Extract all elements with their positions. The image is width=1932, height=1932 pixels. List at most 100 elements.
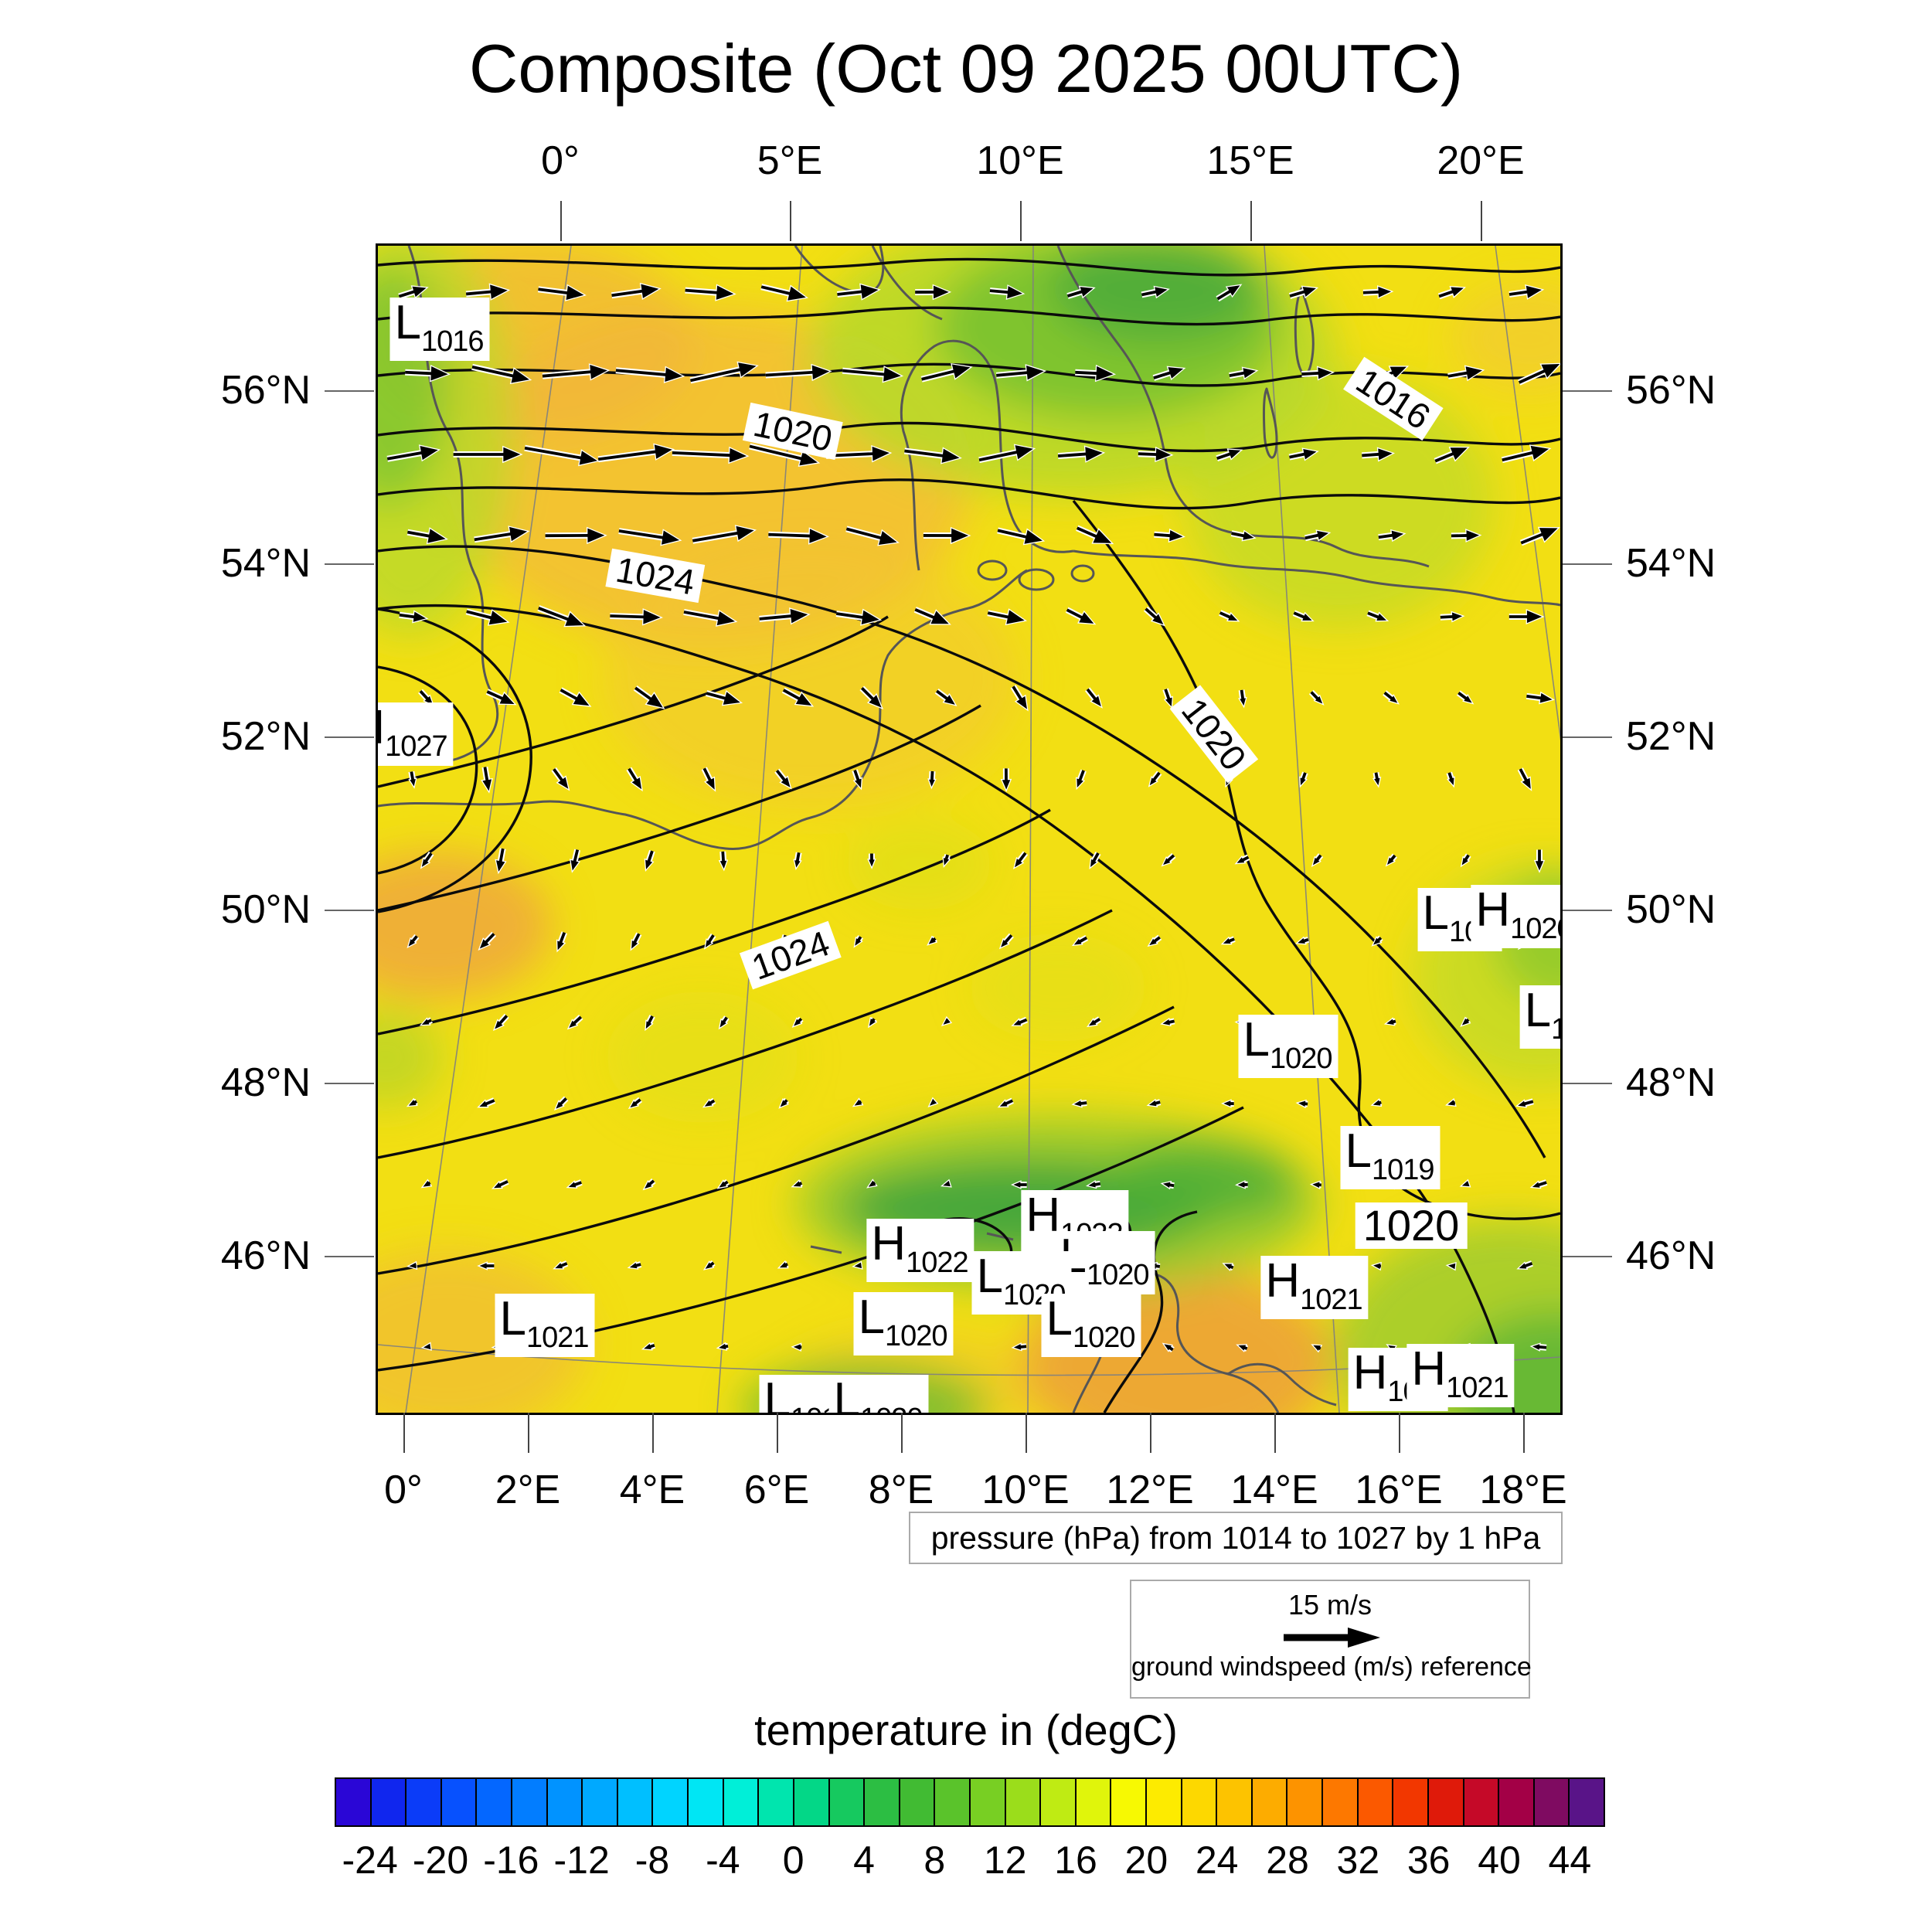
bottom-axis-label: 18°E (1479, 1468, 1567, 1512)
bottom-axis-label: 10°E (981, 1468, 1070, 1512)
colorbar-cell (1462, 1779, 1498, 1825)
colorbar-title: temperature in (degC) (754, 1706, 1178, 1754)
colorbar-cell (1532, 1779, 1569, 1825)
wind-vector-arrows (386, 282, 1560, 1353)
left-axis-label: 52°N (220, 714, 311, 759)
top-axis-tick (790, 201, 791, 241)
colorbar-cell (1568, 1779, 1604, 1825)
colorbar-tick-label: 4 (853, 1838, 875, 1882)
colorbar-cell (369, 1779, 406, 1825)
top-axis-tick (1481, 201, 1482, 241)
bottom-axis-tick (1150, 1413, 1151, 1453)
colorbar-cell (828, 1779, 864, 1825)
colorbar-cell (1074, 1779, 1111, 1825)
contour-label: 1020 (1355, 1202, 1468, 1249)
pressure-center-label-L: L1020 (1041, 1294, 1141, 1357)
pressure-center-label-L: L1016 (389, 298, 490, 361)
colorbar-cell (546, 1779, 582, 1825)
colorbar-tick-label: 44 (1548, 1838, 1592, 1882)
colorbar-cell (1145, 1779, 1181, 1825)
colorbar-tick-label: 36 (1406, 1838, 1451, 1882)
left-axis-tick (325, 390, 374, 392)
colorbar-cell (687, 1779, 723, 1825)
bottom-axis-tick (528, 1413, 529, 1453)
top-axis-tick (560, 201, 562, 241)
pressure-center-label-H: H1021 (1406, 1344, 1515, 1407)
top-axis-tick (1020, 201, 1022, 241)
colorbar-cell (1356, 1779, 1393, 1825)
colorbar-tick-label: 8 (923, 1838, 946, 1882)
right-axis-tick (1563, 563, 1612, 565)
pressure-center-label-H: H1020 (1471, 885, 1560, 948)
left-axis-label: 50°N (220, 887, 311, 932)
colorbar-tick-label: -4 (706, 1838, 740, 1882)
right-axis-tick (1563, 736, 1612, 738)
pressure-center-label-L: L1020 (1055, 1231, 1155, 1294)
colorbar-cell (1180, 1779, 1216, 1825)
colorbar-cell (651, 1779, 688, 1825)
right-axis-label: 56°N (1626, 368, 1716, 413)
figure-title: Composite (Oct 09 2025 00UTC) (468, 30, 1464, 107)
colorbar-tick-label: 20 (1124, 1838, 1168, 1882)
colorbar-tick-label: 40 (1478, 1838, 1521, 1882)
bottom-axis-tick (1399, 1413, 1400, 1453)
bottom-axis-label: 12°E (1106, 1468, 1194, 1512)
bottom-axis-label: 14°E (1230, 1468, 1318, 1512)
right-axis-tick (1563, 1256, 1612, 1257)
top-axis-label: 0° (541, 138, 580, 183)
colorbar-cell (792, 1779, 828, 1825)
colorbar-cell (1427, 1779, 1463, 1825)
colorbar-cell (1250, 1779, 1287, 1825)
pressure-center-label-L: L1020 (1238, 1015, 1338, 1078)
colorbar-cell (1039, 1779, 1075, 1825)
bottom-axis-label: 2°E (495, 1468, 561, 1512)
colorbar-tick-label: -12 (553, 1838, 610, 1882)
colorbar-cell (336, 1779, 370, 1825)
bottom-axis-label: 6°E (743, 1468, 810, 1512)
right-axis-label: 48°N (1626, 1060, 1716, 1105)
bottom-axis-tick (1026, 1413, 1027, 1453)
colorbar-cell (1498, 1779, 1533, 1825)
wind-reference-box: 15 m/s ground windspeed (m/s) reference (1130, 1580, 1532, 1699)
top-axis-label: 10°E (976, 138, 1064, 183)
bottom-axis-tick (901, 1413, 903, 1453)
right-axis-label: 46°N (1626, 1233, 1716, 1278)
colorbar-tick-label: -8 (634, 1838, 670, 1882)
bottom-axis-tick (777, 1413, 778, 1453)
colorbar-tick-label: 0 (782, 1838, 804, 1882)
colorbar-cell (757, 1779, 793, 1825)
left-axis-tick (325, 563, 374, 565)
colorbar-cell (722, 1779, 758, 1825)
colorbar-cell (581, 1779, 617, 1825)
colorbar-cell (511, 1779, 546, 1825)
bottom-axis-label: 0° (384, 1468, 423, 1512)
wind-reference-arrow-icon (1284, 1628, 1380, 1648)
left-axis-tick (325, 736, 374, 738)
pressure-caption: pressure (hPa) from 1014 to 1027 by 1 hP… (930, 1519, 1541, 1556)
colorbar-tick-label: -24 (342, 1838, 398, 1882)
left-axis-label: 46°N (220, 1233, 311, 1278)
bottom-axis-tick (1523, 1413, 1525, 1453)
colorbar-tick-label: 12 (983, 1838, 1027, 1882)
left-axis-label: 56°N (220, 368, 311, 413)
colorbar-cell (1004, 1779, 1040, 1825)
left-axis-tick (325, 910, 374, 911)
bottom-axis-label: 16°E (1355, 1468, 1443, 1512)
top-axis-label: 20°E (1437, 138, 1525, 183)
pressure-center-label-H: H1021 (1260, 1256, 1369, 1319)
colorbar-cell (1321, 1779, 1357, 1825)
colorbar-cell (440, 1779, 476, 1825)
colorbar-tick-label: -20 (412, 1838, 469, 1882)
right-axis-label: 50°N (1626, 887, 1716, 932)
pressure-caption-box: pressure (hPa) from 1014 to 1027 by 1 hP… (909, 1512, 1563, 1564)
colorbar-cell (475, 1779, 512, 1825)
colorbar-cell (898, 1779, 934, 1825)
colorbar-tick-labels: -24 -20 -16 -12 -8 -4 0 4 8 12 16 20 24 28 32 36 40 44 (0, 1838, 1932, 1892)
map-canvas: L1016H1027L101H1020L10L1020L1019H1021H10… (378, 246, 1560, 1413)
map-panel[interactable]: L1016H1027L101H1020L10L1020L1019H1021H10… (376, 243, 1563, 1415)
top-axis-tick (1250, 201, 1252, 241)
bottom-axis-tick (403, 1413, 405, 1453)
colorbar-tick-label: 24 (1195, 1838, 1239, 1882)
bottom-axis-tick (652, 1413, 654, 1453)
